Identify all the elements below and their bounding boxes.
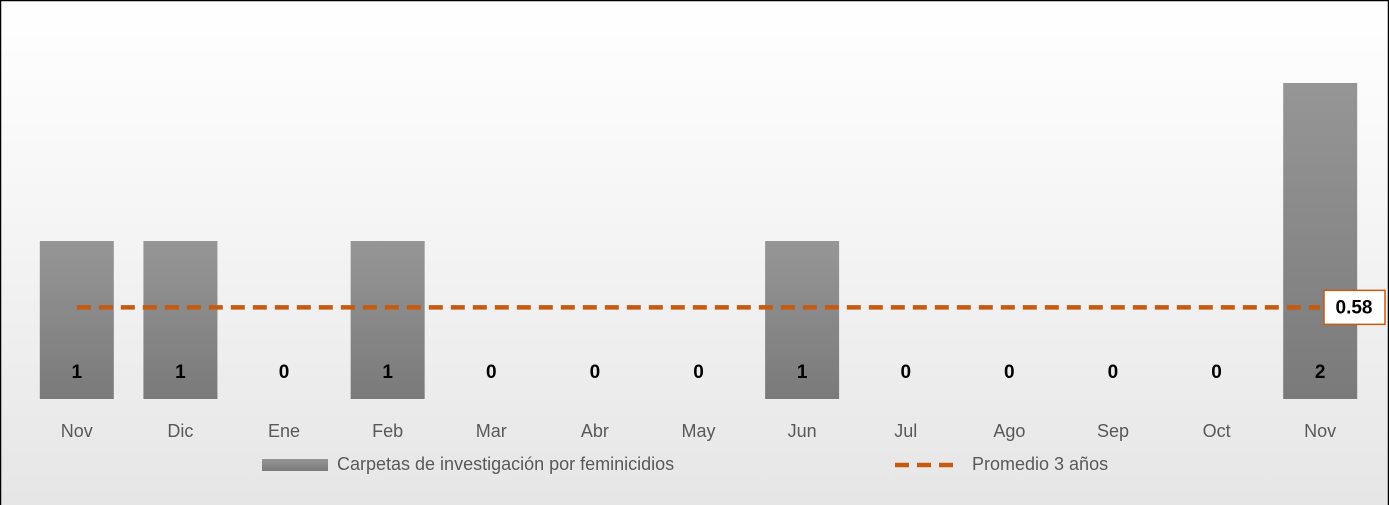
x-tick-label: Ago (993, 421, 1025, 441)
bar (143, 241, 218, 399)
x-tick-label: Oct (1203, 421, 1231, 441)
data-label: 0 (900, 362, 911, 383)
data-label-box (1323, 289, 1386, 326)
bar (350, 241, 425, 399)
data-label: 0 (486, 362, 497, 383)
data-label: 2 (1315, 362, 1326, 383)
data-label: 1 (72, 362, 83, 383)
x-tick-label: May (681, 421, 715, 441)
data-label: 0 (1108, 362, 1119, 383)
data-label: 0 (1211, 362, 1222, 383)
data-label: 1 (175, 362, 186, 383)
x-tick-label: Sep (1097, 421, 1129, 441)
data-label: 0 (1004, 362, 1015, 383)
data-label: 0.58 (1336, 297, 1373, 318)
x-tick-label: Jun (788, 421, 817, 441)
data-label: 0 (279, 362, 290, 383)
x-tick-label: Dic (167, 421, 193, 441)
x-tick-label: Nov (1304, 421, 1336, 441)
data-label: 1 (382, 362, 393, 383)
legend-label: Promedio 3 años (972, 454, 1108, 474)
bar (765, 241, 840, 399)
x-tick-label: Feb (372, 421, 403, 441)
legend-label: Carpetas de investigación por feminicidi… (337, 454, 674, 474)
bar (1283, 83, 1358, 399)
data-label: 0 (590, 362, 601, 383)
legend-swatch (262, 459, 328, 471)
x-tick-label: Ene (268, 421, 300, 441)
data-label: 0 (693, 362, 704, 383)
x-tick-label: Nov (61, 421, 93, 441)
x-tick-label: Jul (894, 421, 917, 441)
bar (39, 241, 114, 399)
x-tick-label: Mar (476, 421, 507, 441)
data-label: 1 (797, 362, 808, 383)
x-tick-label: Abr (581, 421, 609, 441)
